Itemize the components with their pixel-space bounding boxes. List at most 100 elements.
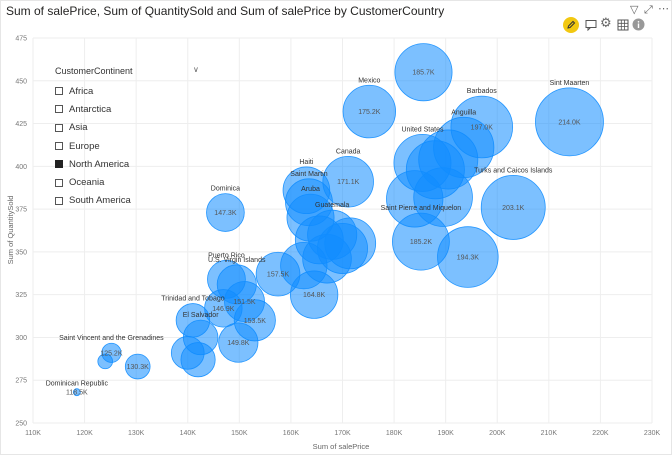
y-tick-label: 325 [15, 292, 27, 299]
category-label: Saint Vincent and the Grenadines [59, 335, 164, 342]
category-label: Puerto Rico [208, 252, 245, 259]
x-tick-label: 200K [489, 430, 506, 437]
legend-item[interactable]: North America [55, 155, 133, 173]
category-label: Dominica [211, 186, 240, 193]
category-label: U.S. Virgin Islands [208, 257, 266, 264]
x-tick-label: 130K [128, 430, 145, 437]
bubble[interactable] [437, 226, 499, 288]
more-options-icon[interactable]: ⋯ [658, 2, 669, 15]
data-label: 118.5K [66, 390, 88, 397]
y-tick-label: 350 [15, 249, 27, 256]
legend-item-label: North America [69, 158, 130, 170]
x-tick-label: 120K [76, 430, 93, 437]
y-tick-label: 250 [15, 421, 27, 428]
checkbox[interactable] [55, 178, 63, 187]
category-label: Saint Pierre and Miquelon [381, 205, 462, 212]
checkbox[interactable] [55, 160, 63, 169]
checkbox[interactable] [55, 142, 63, 151]
category-label: Barbados [467, 88, 497, 95]
category-label: Anguilla [451, 109, 476, 116]
y-tick-label: 300 [15, 335, 27, 342]
category-label: Saint Martin [290, 171, 327, 178]
bubble[interactable] [394, 43, 453, 102]
bubble[interactable] [342, 84, 397, 139]
category-label: Trinidad and Tobago [161, 296, 225, 303]
x-tick-label: 110K [25, 430, 41, 437]
bubble[interactable] [72, 388, 81, 397]
data-label: 153.5K [244, 318, 267, 325]
bubble[interactable] [206, 193, 245, 232]
legend: CustomerContinent ∨ Africa Antarctica Asia… [55, 65, 199, 210]
legend-item-label: Antarctica [69, 103, 112, 115]
data-label: 147.3K [214, 210, 237, 217]
bubble[interactable] [182, 319, 219, 356]
x-tick-label: 180K [386, 430, 403, 437]
legend-title: CustomerContinent [55, 66, 133, 76]
x-tick-label: 210K [541, 430, 558, 437]
legend-item[interactable]: Antarctica [55, 100, 133, 118]
category-label: Canada [336, 148, 361, 155]
legend-item-label: South America [69, 195, 131, 207]
bubble[interactable] [101, 342, 122, 363]
data-label: 171.1K [337, 179, 360, 186]
legend-item-label: Oceania [69, 177, 105, 189]
category-label: United States [401, 126, 444, 133]
bubble[interactable] [324, 217, 377, 270]
comment-icon[interactable] [585, 19, 597, 34]
data-label: 194.3K [457, 255, 480, 262]
y-tick-label: 450 [15, 78, 27, 85]
category-label: El Salvador [183, 312, 219, 319]
checkbox[interactable] [55, 196, 63, 205]
data-label: 214.0K [558, 119, 581, 126]
bubble[interactable] [233, 299, 276, 342]
settings-icon[interactable]: ⚙ [600, 16, 612, 31]
category-label: Turks and Caicos Islands [474, 167, 553, 174]
table-icon[interactable] [617, 19, 629, 34]
x-tick-label: 190K [437, 430, 454, 437]
bubble[interactable] [480, 174, 546, 240]
data-label: 164.8K [303, 292, 326, 299]
category-label: Dominican Republic [46, 381, 109, 388]
x-tick-label: 140K [180, 430, 197, 437]
data-label: 151.5K [233, 299, 256, 306]
chart-title: Sum of salePrice, Sum of QuantitySold an… [6, 4, 445, 18]
chevron-down-icon[interactable]: ∨ [193, 65, 199, 74]
legend-item-label: Africa [69, 85, 94, 97]
category-label: Sint Maarten [550, 80, 590, 87]
y-tick-label: 375 [15, 207, 27, 214]
data-label: 157.5K [267, 272, 290, 279]
bubble[interactable] [450, 95, 514, 159]
data-label: 146.9K [212, 306, 235, 313]
category-label: Mexico [358, 77, 380, 84]
checkbox[interactable] [55, 105, 63, 114]
bubble[interactable] [124, 353, 151, 380]
legend-item[interactable]: Africa [55, 82, 133, 100]
y-tick-label: 400 [15, 164, 27, 171]
x-axis-title: Sum of salePrice [313, 442, 370, 451]
legend-item[interactable]: South America [55, 192, 133, 210]
info-icon[interactable] [632, 18, 645, 34]
bubble[interactable] [322, 155, 374, 208]
checkbox[interactable] [55, 123, 63, 132]
x-tick-label: 220K [592, 430, 609, 437]
legend-item[interactable]: Europe [55, 137, 133, 155]
checkbox[interactable] [55, 87, 63, 96]
filter-icon[interactable]: ▽ [630, 3, 639, 16]
focus-mode-icon[interactable]: ⤢ [644, 3, 653, 16]
data-label: 175.2K [358, 109, 381, 116]
category-label: Haiti [299, 159, 313, 166]
bubble[interactable] [216, 264, 257, 305]
data-label: 203.1K [502, 205, 525, 212]
x-tick-label: 170K [334, 430, 351, 437]
edit-icon[interactable] [563, 17, 579, 33]
legend-item-label: Asia [69, 122, 88, 134]
category-label: Aruba [301, 186, 320, 193]
legend-item[interactable]: Oceania [55, 173, 133, 191]
y-tick-label: 425 [15, 121, 27, 128]
data-label: 185.2K [410, 239, 433, 246]
data-label: 130.3K [127, 364, 150, 371]
legend-item[interactable]: Asia [55, 119, 133, 137]
bubble[interactable] [535, 87, 604, 157]
category-label: Guatemala [315, 202, 349, 209]
